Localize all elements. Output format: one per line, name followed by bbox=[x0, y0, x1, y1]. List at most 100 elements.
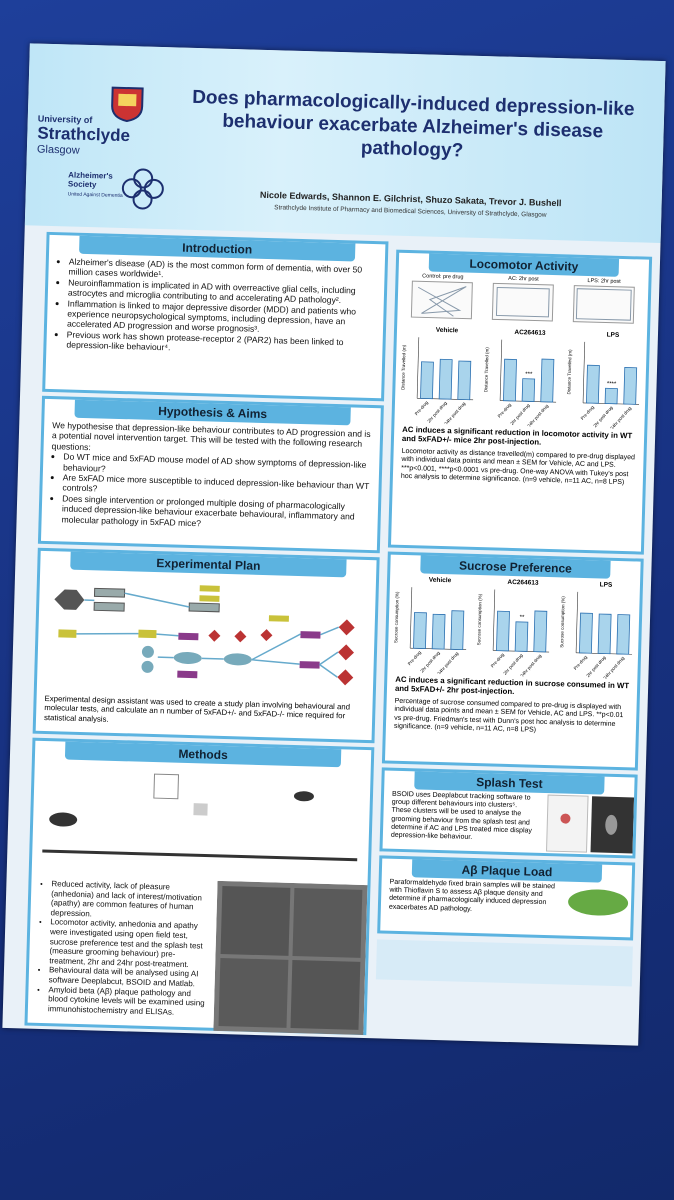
chart-title: AC264613 bbox=[507, 579, 539, 587]
caption: Experimental design assistant was used t… bbox=[43, 693, 351, 724]
bullet: Amyloid beta (Aβ) plaque pathology and b… bbox=[48, 985, 207, 1018]
paragraph: BSOID uses Deeplabcut tracking software … bbox=[390, 790, 533, 841]
open-field-photo bbox=[213, 880, 368, 1036]
y-axis bbox=[499, 339, 503, 401]
paragraph: Paraformaldehyde fixed brain samples wil… bbox=[388, 878, 556, 913]
significance-label: ** bbox=[520, 615, 526, 621]
mouse-icon bbox=[49, 812, 78, 827]
track-plot bbox=[572, 285, 635, 324]
bar bbox=[514, 621, 529, 652]
figure-legend: Locomotor activity as distance travelled… bbox=[400, 447, 636, 487]
y-axis bbox=[492, 589, 496, 651]
bar bbox=[419, 361, 434, 400]
university-crest bbox=[111, 86, 144, 123]
x-tick-label: Pre-drug bbox=[406, 649, 422, 666]
mouse-icon bbox=[293, 791, 314, 802]
references-block bbox=[375, 939, 633, 987]
x-tick-label: Pre-drug bbox=[497, 402, 513, 419]
bar bbox=[533, 610, 548, 653]
y-axis-label: Distance Travelled (m) bbox=[400, 344, 406, 390]
sucrose-panel: Sucrose Preference Vehicle Sucrose consum… bbox=[381, 551, 644, 771]
bar-chart: AC264613 Sucrose consumption (%) Pre-drug *… bbox=[476, 579, 550, 677]
x-tick-label: Pre-drug bbox=[413, 400, 429, 417]
y-axis-label: Sucrose consumption (%) bbox=[476, 593, 482, 645]
methods-panel: Methods Reduced activity, lack of pleasu… bbox=[24, 737, 375, 1036]
y-axis bbox=[409, 587, 412, 649]
bar bbox=[521, 378, 536, 402]
university-name: Strathclyde bbox=[37, 123, 131, 146]
chart-title: LPS bbox=[600, 581, 613, 588]
chart-title: AC264613 bbox=[514, 329, 546, 337]
chart-row: Vehicle Distance Travelled (m) Pre-drug 2hr… bbox=[394, 323, 647, 430]
y-axis-label: Sucrose consumption (%) bbox=[393, 591, 399, 643]
y-axis-label: Sucrose consumption (%) bbox=[560, 596, 566, 648]
sucrose-icon bbox=[193, 803, 208, 816]
y-axis-label: Distance Travelled (m) bbox=[567, 349, 573, 395]
panel-body: Reduced activity, lack of pleasure (anhe… bbox=[27, 876, 217, 1031]
significance-label: **** bbox=[607, 381, 617, 387]
plaque-body: Paraformaldehyde fixed brain samples wil… bbox=[381, 876, 632, 923]
experimental-plan-panel: Experimental Plan Experimental design as… bbox=[32, 547, 380, 744]
timeline-axis bbox=[42, 849, 358, 862]
y-axis bbox=[416, 337, 419, 399]
bullet: Reduced activity, lack of pleasure (anhe… bbox=[50, 879, 209, 922]
poster: University of Strathclyde Glasgow Alzhei… bbox=[2, 43, 666, 1046]
splash-panel: Splash Test BSOID uses Deeplabcut tracki… bbox=[379, 767, 638, 859]
bullet: Locomotor activity, anhedonia and apathy… bbox=[49, 918, 208, 970]
x-tick-label: Pre-drug bbox=[580, 404, 596, 421]
track: Control: pre drug bbox=[410, 273, 475, 323]
y-axis-label: Distance Travelled (m) bbox=[483, 347, 489, 393]
poster-title: Does pharmacologically-induced depressio… bbox=[191, 86, 635, 162]
bar bbox=[586, 364, 601, 404]
society-name: Alzheimer's Society United Against Dementi… bbox=[68, 170, 129, 201]
panel-body: We hypothesise that depression-like beha… bbox=[41, 417, 380, 536]
methods-lower: Reduced activity, lack of pleasure (anhe… bbox=[27, 876, 368, 1036]
splash-images bbox=[546, 794, 635, 854]
bar bbox=[623, 367, 638, 405]
splash-body: BSOID uses Deeplabcut tracking software … bbox=[383, 788, 635, 855]
plaque-panel: Aβ Plaque Load Paraformaldehyde fixed br… bbox=[377, 855, 636, 941]
bar bbox=[457, 360, 471, 401]
chart-title: LPS bbox=[607, 332, 620, 339]
chart-title: Vehicle bbox=[435, 327, 458, 335]
track-plot bbox=[491, 282, 554, 322]
bar bbox=[431, 613, 446, 650]
header: University of Strathclyde Glasgow Alzhei… bbox=[24, 43, 666, 244]
track: AC: 2hr post bbox=[490, 275, 555, 325]
x-tick-label: Pre-drug bbox=[490, 652, 506, 669]
locomotor-panel: Locomotor Activity Control: pre drug AC:… bbox=[387, 249, 653, 555]
chart-title: Vehicle bbox=[428, 577, 451, 585]
y-axis bbox=[583, 341, 586, 403]
panel-body: Alzheimer's disease (AD) is the most com… bbox=[46, 253, 385, 362]
plan-diagram bbox=[54, 585, 355, 686]
introduction-panel: Introduction Alzheimer's disease (AD) is… bbox=[42, 231, 389, 402]
hypothesis-panel: Hypothesis & Aims We hypothesise that de… bbox=[37, 395, 384, 554]
university-city: Glasgow bbox=[36, 143, 80, 157]
bar-chart: AC264613 Distance Travelled (m) Pre-drug **… bbox=[483, 329, 557, 427]
open-field-icon bbox=[153, 773, 180, 800]
y-axis bbox=[576, 591, 579, 653]
track: LPS: 2hr post bbox=[571, 278, 636, 328]
brain-image bbox=[567, 889, 628, 916]
figure-legend: Percentage of sucrose consumed compared … bbox=[393, 697, 624, 734]
bullet-list: Reduced activity, lack of pleasure (anhe… bbox=[36, 879, 210, 1018]
significance-label: *** bbox=[525, 372, 533, 378]
bullet-list: Alzheimer's disease (AD) is the most com… bbox=[54, 256, 376, 359]
society-logo bbox=[121, 168, 164, 210]
methods-timeline bbox=[42, 773, 358, 862]
bar bbox=[616, 614, 631, 655]
chart-row: Vehicle Sucrose consumption (%) Pre-drug 2h… bbox=[387, 573, 640, 680]
track-row: Control: pre drug AC: 2hr post LPS: 2hr … bbox=[397, 271, 648, 330]
x-tick-label: Pre-drug bbox=[573, 654, 589, 671]
bar bbox=[412, 612, 427, 649]
society-tagline: United Against Dementia bbox=[67, 191, 123, 199]
bar bbox=[450, 610, 464, 651]
track-plot bbox=[411, 280, 474, 320]
bar bbox=[579, 612, 594, 654]
bar bbox=[496, 610, 510, 652]
